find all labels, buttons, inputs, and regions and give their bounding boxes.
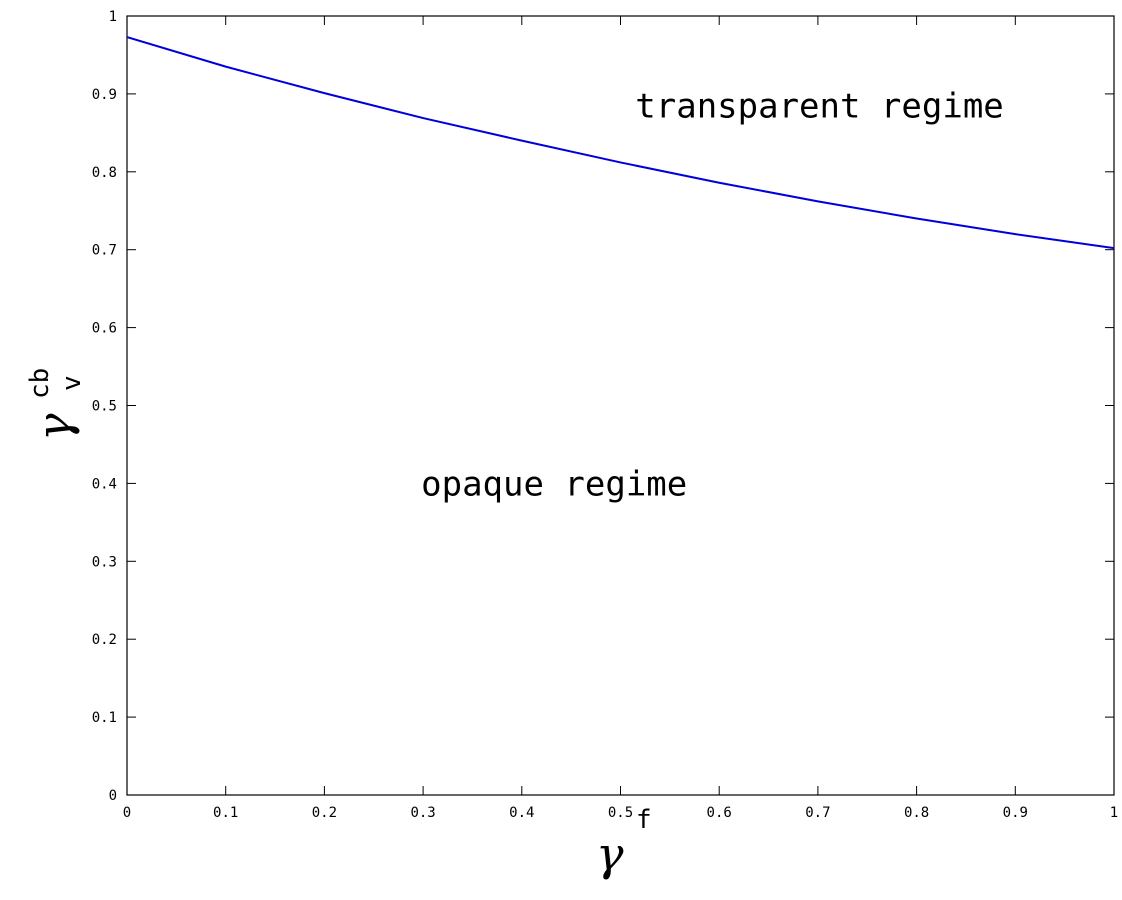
x-tick-label: 0 (123, 805, 131, 821)
y-tick-label: 0.1 (92, 710, 117, 726)
x-tick-label: 0.9 (1003, 805, 1028, 821)
y-axis-label-symbol: γ (27, 413, 81, 441)
x-tick-label: 0.1 (213, 805, 238, 821)
y-axis-label-subscript: v (57, 375, 87, 391)
x-tick-label: 1 (1110, 805, 1118, 821)
x-tick-labels: 0 0.1 0.2 0.3 0.4 0.5 0.6 0.7 0.8 0.9 1 (123, 805, 1118, 821)
y-tick-label: 0 (109, 788, 117, 804)
y-tick-label: 0.8 (92, 165, 117, 181)
annotation-opaque-regime: opaque regime (421, 464, 687, 504)
y-axis-label-superscript: cb (25, 368, 55, 399)
y-tick-label: 0.9 (92, 87, 117, 103)
tick-marks (126, 15, 1115, 796)
y-tick-label: 0.3 (92, 554, 117, 570)
series-line (126, 36, 1115, 250)
x-tick-label: 0.6 (707, 805, 732, 821)
plot-area (126, 15, 1115, 796)
x-axis-label: γ f (596, 805, 652, 881)
y-tick-label: 0.2 (92, 632, 117, 648)
x-tick-label: 0.3 (410, 805, 435, 821)
y-tick-label: 0.6 (92, 321, 117, 337)
x-tick-label: 0.2 (312, 805, 337, 821)
y-tick-label: 0.5 (92, 399, 117, 415)
x-tick-label: 0.7 (805, 805, 830, 821)
annotation-transparent-regime: transparent regime (635, 87, 1003, 127)
x-tick-label: 0.5 (608, 805, 633, 821)
x-axis-label-symbol: γ (596, 827, 624, 881)
x-tick-label: 0.8 (904, 805, 929, 821)
y-tick-label: 0.4 (92, 476, 117, 492)
x-axis-label-superscript: f (636, 805, 652, 835)
y-tick-label: 0.7 (92, 243, 117, 259)
y-axis-label: γ cb v (25, 368, 87, 441)
y-tick-label: 1 (109, 9, 117, 25)
x-tick-label: 0.4 (509, 805, 534, 821)
y-tick-labels: 0 0.1 0.2 0.3 0.4 0.5 0.6 0.7 0.8 0.9 1 (92, 9, 117, 804)
